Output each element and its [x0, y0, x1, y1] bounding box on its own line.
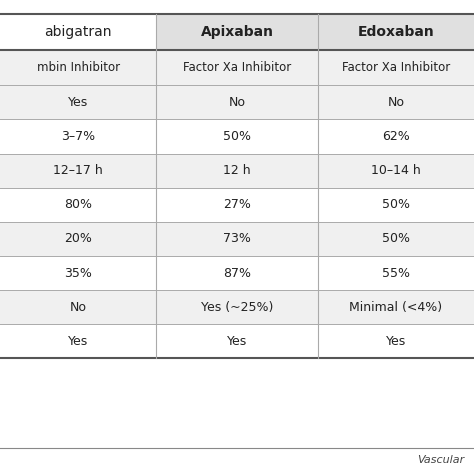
Text: 50%: 50%	[382, 232, 410, 246]
Bar	[156, 256, 318, 290]
Text: No: No	[387, 96, 404, 109]
Text: Factor Xa Inhibitor: Factor Xa Inhibitor	[342, 61, 450, 74]
Bar	[318, 222, 474, 256]
Bar	[0, 50, 156, 85]
Bar	[0, 85, 156, 119]
Text: 87%: 87%	[223, 266, 251, 280]
Text: 80%: 80%	[64, 198, 92, 211]
Bar	[318, 324, 474, 358]
Bar	[0, 188, 156, 222]
Bar	[0, 119, 156, 154]
Bar	[0, 256, 156, 290]
Text: 62%: 62%	[382, 130, 410, 143]
Bar	[156, 154, 318, 188]
Text: Yes: Yes	[386, 335, 406, 348]
Text: Minimal (<4%): Minimal (<4%)	[349, 301, 442, 314]
Text: Yes: Yes	[227, 335, 247, 348]
Text: Yes: Yes	[68, 335, 88, 348]
Bar	[318, 290, 474, 324]
Text: 55%: 55%	[382, 266, 410, 280]
Bar	[156, 50, 318, 85]
Text: abigatran: abigatran	[45, 25, 112, 39]
Bar	[318, 119, 474, 154]
Text: 12 h: 12 h	[223, 164, 251, 177]
Text: Apixaban: Apixaban	[201, 25, 273, 39]
Text: Vascular: Vascular	[417, 455, 465, 465]
Text: 50%: 50%	[382, 198, 410, 211]
Text: No: No	[70, 301, 87, 314]
Bar	[156, 324, 318, 358]
Text: No: No	[228, 96, 246, 109]
Text: 35%: 35%	[64, 266, 92, 280]
Bar	[156, 119, 318, 154]
Bar	[318, 256, 474, 290]
Bar	[0, 290, 156, 324]
Bar	[156, 14, 318, 50]
Bar	[0, 222, 156, 256]
Bar	[0, 154, 156, 188]
Bar	[318, 188, 474, 222]
Text: 27%: 27%	[223, 198, 251, 211]
Bar	[156, 222, 318, 256]
Bar	[0, 324, 156, 358]
Bar	[318, 14, 474, 50]
Text: 20%: 20%	[64, 232, 92, 246]
Bar	[156, 290, 318, 324]
Text: Factor Xa Inhibitor: Factor Xa Inhibitor	[183, 61, 291, 74]
Text: Yes (~25%): Yes (~25%)	[201, 301, 273, 314]
Bar	[0, 14, 156, 50]
Bar	[156, 85, 318, 119]
Text: 3–7%: 3–7%	[61, 130, 95, 143]
Bar	[156, 188, 318, 222]
Text: 10–14 h: 10–14 h	[371, 164, 420, 177]
Text: 50%: 50%	[223, 130, 251, 143]
Text: Edoxaban: Edoxaban	[357, 25, 434, 39]
Bar	[318, 50, 474, 85]
Bar	[318, 85, 474, 119]
Text: Yes: Yes	[68, 96, 88, 109]
Text: mbin Inhibitor: mbin Inhibitor	[36, 61, 120, 74]
Text: 12–17 h: 12–17 h	[54, 164, 103, 177]
Bar	[318, 154, 474, 188]
Text: 73%: 73%	[223, 232, 251, 246]
